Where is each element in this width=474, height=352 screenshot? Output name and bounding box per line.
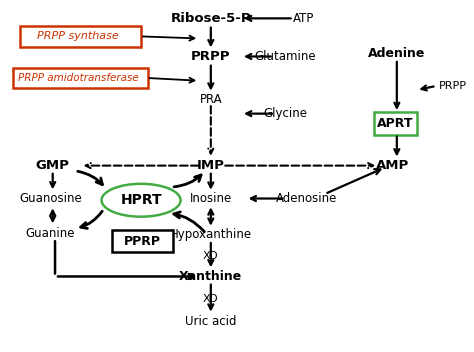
Text: ATP: ATP [293, 12, 315, 25]
Ellipse shape [101, 184, 181, 217]
Text: Glutamine: Glutamine [255, 50, 316, 63]
Text: PPRP: PPRP [124, 235, 161, 247]
Text: Inosine: Inosine [190, 192, 232, 205]
Text: Hypoxanthine: Hypoxanthine [170, 228, 252, 241]
Text: Xanthine: Xanthine [179, 270, 242, 283]
Text: Uric acid: Uric acid [185, 315, 237, 328]
Text: PRPP: PRPP [191, 50, 230, 63]
Text: PRPP amidotransferase: PRPP amidotransferase [18, 73, 139, 83]
Text: Guanosine: Guanosine [19, 192, 82, 205]
Text: Adenosine: Adenosine [275, 192, 337, 205]
FancyBboxPatch shape [374, 112, 417, 135]
Text: Ribose-5-P: Ribose-5-P [171, 12, 251, 25]
Text: PRA: PRA [200, 93, 222, 106]
FancyBboxPatch shape [20, 26, 141, 47]
Text: IMP: IMP [197, 159, 225, 172]
Text: PRPP: PRPP [438, 81, 466, 91]
FancyBboxPatch shape [112, 231, 173, 252]
Text: XO: XO [203, 251, 219, 261]
Text: Adenine: Adenine [368, 46, 426, 59]
Text: Glycine: Glycine [263, 107, 307, 120]
Text: GMP: GMP [36, 159, 70, 172]
Text: AMP: AMP [375, 159, 409, 172]
Text: PRPP synthase: PRPP synthase [37, 31, 119, 42]
FancyBboxPatch shape [13, 68, 148, 88]
Text: HPRT: HPRT [120, 193, 162, 207]
Text: Guanine: Guanine [26, 227, 75, 240]
Text: XO: XO [203, 294, 219, 304]
Text: APRT: APRT [377, 117, 414, 130]
